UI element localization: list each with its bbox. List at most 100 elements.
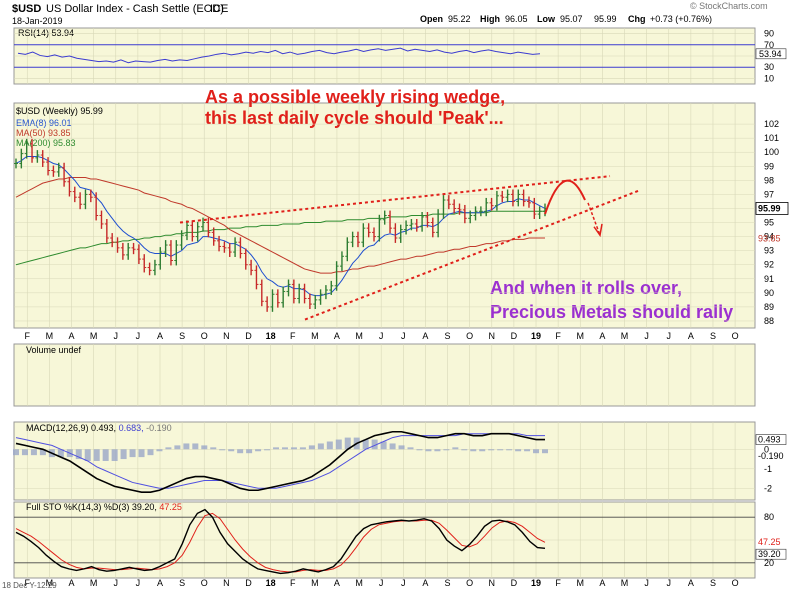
x-tick-label: M: [311, 578, 319, 588]
x-tick-label: S: [710, 331, 716, 341]
x-tick-label: A: [599, 331, 605, 341]
x-tick-label: N: [223, 578, 230, 588]
chart-date: 18-Jan-2019: [12, 16, 63, 26]
rsi-tick-label: 30: [764, 62, 774, 72]
macd-hist-bar: [398, 445, 405, 450]
peak-arc: [544, 179, 586, 215]
last-close-box: [755, 202, 789, 215]
sto-title-main: Full STO %K(14,3) %D(3) 39.20,: [26, 502, 157, 512]
x-tick-label: M: [577, 578, 585, 588]
macd-hist-bar: [434, 449, 441, 452]
x-tick-label: F: [25, 578, 31, 588]
x-tick-label: A: [599, 578, 605, 588]
macd-hist-bar: [237, 449, 244, 454]
panel-macd-bg: [13, 421, 756, 501]
macd-hist-bar: [102, 449, 109, 461]
price-tick-label: 92: [764, 260, 774, 270]
sto-title-d: 47.25: [159, 502, 182, 512]
x-tick-label: O: [201, 578, 208, 588]
rsi-tick-label: 90: [764, 29, 774, 39]
chg-value: +0.73 (+0.76%): [650, 14, 712, 24]
macd-hist-bar: [362, 439, 369, 450]
x-tick-label: A: [157, 331, 163, 341]
x-tick-label: A: [334, 331, 340, 341]
x-tick-label: O: [466, 578, 473, 588]
x-tick-label: J: [113, 331, 118, 341]
macd-hist-bar: [273, 447, 280, 450]
macd-hist-bar: [461, 449, 468, 451]
rollover-arrow: [587, 202, 601, 236]
rsi-line: [17, 47, 541, 64]
annotation-rally-line2: Precious Metals should rally: [490, 302, 733, 322]
x-tick-label: M: [90, 331, 98, 341]
x-axes: F F M M A A M M J J J J A A S S O O N N D D 18 18 F F M M A A M M J J J J A A…: [25, 331, 739, 588]
macd-hist-bar: [228, 449, 235, 452]
volume-panel: Volume undef: [26, 345, 82, 355]
macd-hist-bar: [13, 449, 19, 456]
x-tick-label: O: [732, 331, 739, 341]
macd-hist-bar: [299, 447, 306, 450]
x-tick-label: S: [179, 578, 185, 588]
x-tick-label: N: [223, 331, 230, 341]
rsi-tick-label: 10: [764, 73, 774, 83]
volume-title: Volume undef: [26, 345, 82, 355]
chg-label: Chg: [628, 14, 646, 24]
rsi-title: RSI(14) 53.94: [18, 28, 74, 38]
x-tick-label: S: [179, 331, 185, 341]
price-tick-label: 89: [764, 302, 774, 312]
rsi-panel: RSI(14) 53.94 907050301053.94: [14, 28, 787, 83]
annotation-wedge-line1: As a possible weekly rising wedge,: [205, 87, 505, 107]
price-tick-label: 99: [764, 161, 774, 171]
high-value: 96.05: [505, 14, 528, 24]
low-value: 95.07: [560, 14, 583, 24]
macd-hist-bar: [174, 445, 181, 450]
x-tick-label: A: [69, 331, 75, 341]
macd-hist-bar: [290, 447, 297, 450]
macd-last-label: 0.493: [758, 435, 781, 445]
x-tick-label: 19: [531, 331, 541, 341]
price-tick-label: 95: [764, 218, 774, 228]
x-tick-label: J: [136, 331, 141, 341]
x-tick-label: J: [136, 578, 141, 588]
x-tick-label: J: [379, 578, 384, 588]
macd-tick-label: 0: [764, 444, 769, 454]
instrument-name: US Dollar Index - Cash Settle (EOD): [46, 3, 224, 15]
footer-range: 18 Dec Y-12.29: [2, 581, 57, 590]
x-tick-label: D: [511, 331, 518, 341]
ma50-line: [15, 177, 545, 274]
macd-hist-bar: [407, 447, 414, 450]
x-tick-label: 18: [266, 578, 276, 588]
macd-title-main: MACD(12,26,9) 0.493,: [26, 423, 116, 433]
sto-k-line: [15, 508, 546, 575]
macd-hist-bar: [488, 449, 495, 451]
rsi-last-label: 53.94: [759, 49, 782, 59]
x-tick-label: M: [355, 578, 363, 588]
price-tick-label: 91: [764, 274, 774, 284]
x-tick-label: J: [401, 578, 406, 588]
rollover-arrowhead: [593, 223, 603, 238]
x-tick-label: M: [355, 331, 363, 341]
macd-hist-bar: [57, 449, 64, 458]
price-tick-label: 102: [764, 119, 779, 129]
x-tick-label: O: [732, 578, 739, 588]
price-tick-label: 101: [764, 133, 779, 143]
price-tick-label: 98: [764, 175, 774, 185]
price-panel: $USD (Weekly) 95.99 EMA(8) 96.01 MA(50) …: [14, 87, 789, 326]
macd-last-box: [755, 434, 787, 445]
macd-hist-bar: [380, 441, 387, 450]
macd-panel: MACD(12,26,9) 0.493, 0.683, -0.190 -2 -1 0…: [13, 423, 787, 493]
annotation-rally-line1: And when it rolls over,: [490, 278, 682, 298]
panels: [13, 27, 756, 579]
sto-k-last-label: 39.20: [758, 549, 781, 559]
x-tick-label: O: [466, 331, 473, 341]
macd-title: MACD(12,26,9) 0.493, 0.683, -0.190: [26, 423, 172, 433]
x-tick-label: S: [445, 578, 451, 588]
x-tick-label: A: [69, 578, 75, 588]
macd-hist-bar: [425, 449, 432, 452]
x-tick-label: M: [46, 578, 54, 588]
brand-watermark: © StockCharts.com: [690, 1, 768, 11]
macd-hist-bar: [416, 449, 423, 451]
macd-signal-line: [15, 433, 545, 489]
x-tick-label: M: [90, 578, 98, 588]
close-value: 95.99: [594, 14, 617, 24]
